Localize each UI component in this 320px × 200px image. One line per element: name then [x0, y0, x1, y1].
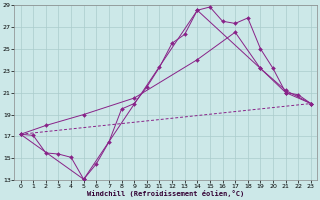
X-axis label: Windchill (Refroidissement éolien,°C): Windchill (Refroidissement éolien,°C) — [87, 190, 244, 197]
